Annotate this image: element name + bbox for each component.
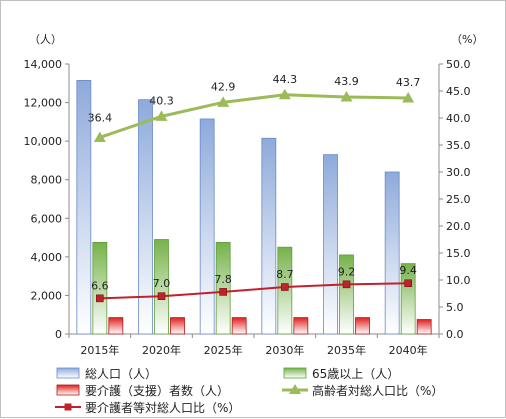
line-marker-2-1 (157, 292, 166, 301)
data-label-1-3: 44.3 (273, 73, 298, 86)
line-marker-2-0 (96, 294, 104, 303)
bar-1-4 (323, 154, 338, 335)
line-marker-1-5 (402, 92, 415, 103)
bar-1-3 (261, 137, 277, 335)
lines-layer (93, 88, 415, 303)
data-label-1-0: 36.4 (88, 111, 113, 124)
line-marker-1-4 (340, 90, 353, 102)
right-tick-label: 30.0 (446, 166, 471, 179)
line-marker-2-4 (342, 280, 351, 289)
line-marker-1-0 (93, 131, 106, 142)
right-tick-label: 5.0 (446, 301, 464, 314)
data-label-2-0: 6.6 (91, 279, 109, 292)
bar-3-4 (355, 317, 370, 335)
line-series-1 (99, 93, 409, 139)
right-tick-label: 35.0 (446, 139, 471, 152)
right-tick-label: 25.0 (446, 193, 471, 206)
bar-1-0 (76, 79, 92, 335)
bar-3-2 (231, 317, 247, 335)
legend-label-1: 総人口（人） (85, 367, 157, 381)
line-marker-2-3 (281, 283, 289, 291)
bar-3-3 (293, 317, 309, 335)
data-labels-layer: 36.4 40.3 42.9 44.3 43.9 43.7 6.6 7.0 7.8 8.7 9.2 9… (88, 73, 421, 293)
x-tick-label: 2040年 (389, 343, 428, 357)
data-label-2-3: 8.7 (276, 268, 294, 281)
right-tick-label: 10.0 (446, 274, 471, 287)
left-tick-label: 4,000 (31, 251, 63, 264)
legend-label-2: 65歳以上（人） (312, 367, 399, 381)
left-tick-label: 6,000 (31, 212, 63, 225)
line-series-2 (99, 282, 409, 300)
bar-2-4 (339, 254, 354, 335)
left-tick-label: 0 (55, 328, 62, 341)
line-marker-1-1 (155, 110, 168, 121)
legend: 総人口（人） 65歳以上（人） 要介護（支援）者数（人） 高齢者対総人口比（%） 要介護… (55, 367, 443, 415)
x-tick-label: 2035年 (327, 343, 366, 357)
bar-2-0 (92, 241, 108, 335)
x-tick-label: 2020年 (142, 343, 181, 357)
line-marker-2-2 (219, 288, 227, 296)
data-label-1-1: 40.3 (149, 94, 174, 107)
legend-marker-4 (289, 384, 301, 394)
data-label-1-5: 43.7 (396, 76, 421, 89)
bar-3-0 (108, 317, 124, 335)
data-label-1-4: 43.9 (334, 75, 359, 88)
left-axis-unit: （人） (29, 33, 62, 46)
legend-marker-5 (64, 403, 72, 411)
bar-3-5 (416, 319, 432, 335)
left-tick-label: 12,000 (24, 97, 63, 110)
right-tick-label: 45.0 (446, 85, 471, 98)
x-tick-label: 2030年 (265, 343, 304, 357)
right-axis-unit: （%） (451, 33, 483, 46)
right-tick-label: 15.0 (446, 247, 471, 260)
bar-1-2 (199, 118, 215, 335)
left-tick-label: 8,000 (31, 174, 63, 187)
bar-2-1 (154, 239, 169, 335)
data-label-1-2: 42.9 (211, 80, 236, 93)
x-tick-label: 2015年 (80, 343, 119, 357)
data-label-2-4: 9.2 (338, 265, 356, 278)
legend-label-5: 要介護者等対総人口比（%） (85, 400, 240, 415)
line-marker-1-2 (217, 96, 230, 107)
right-tick-label: 50.0 (446, 58, 471, 71)
line-marker-2-5 (404, 279, 412, 288)
right-tick-label: 0.0 (446, 328, 464, 341)
legend-label-3: 要介護（支援）者数（人） (85, 383, 229, 398)
left-tick-label: 2,000 (31, 289, 63, 302)
right-tick-label: 40.0 (446, 112, 471, 125)
bar-1-1 (138, 99, 153, 335)
data-label-2-5: 9.4 (399, 264, 417, 277)
bar-1-5 (384, 171, 400, 335)
axes-layer: 0 2,000 4,000 6,000 8,000 10,000 12,000 14,000 0… (24, 58, 471, 357)
x-tick-label: 2025年 (204, 343, 243, 357)
legend-swatch-3 (56, 384, 80, 396)
left-tick-label: 14,000 (24, 58, 63, 71)
legend-label-4: 高齢者対総人口比（%） (312, 383, 443, 398)
data-label-2-1: 7.0 (153, 277, 171, 290)
bar-3-1 (170, 317, 185, 335)
bars-layer (76, 79, 432, 335)
legend-swatch-2 (283, 367, 307, 379)
data-label-2-2: 7.8 (214, 273, 232, 286)
right-tick-label: 20.0 (446, 220, 471, 233)
legend-swatch-1 (56, 367, 80, 379)
left-tick-label: 10,000 (24, 135, 63, 148)
line-marker-1-3 (278, 88, 291, 100)
